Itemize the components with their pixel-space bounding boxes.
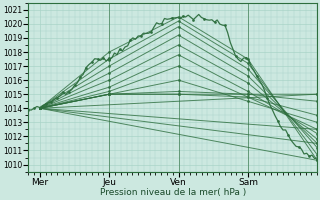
X-axis label: Pression niveau de la mer( hPa ): Pression niveau de la mer( hPa )	[100, 188, 246, 197]
